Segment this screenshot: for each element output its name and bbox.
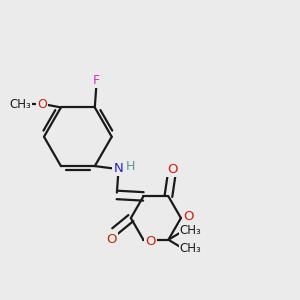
- Text: O: O: [183, 210, 194, 223]
- Text: O: O: [37, 98, 47, 111]
- Text: H: H: [126, 160, 135, 173]
- Text: O: O: [106, 233, 117, 246]
- Text: O: O: [167, 163, 178, 176]
- Text: CH₃: CH₃: [180, 242, 201, 255]
- Text: CH₃: CH₃: [180, 224, 201, 237]
- Text: O: O: [146, 235, 156, 248]
- Text: F: F: [93, 74, 100, 87]
- Text: N: N: [113, 162, 123, 175]
- Text: CH₃: CH₃: [9, 98, 31, 111]
